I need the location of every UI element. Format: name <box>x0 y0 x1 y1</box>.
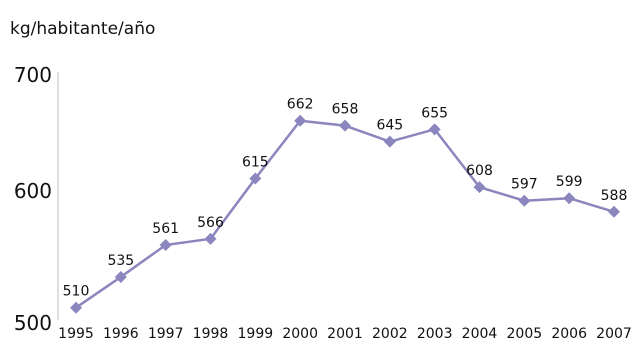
x-tick-label-2002: 2002 <box>372 326 408 342</box>
data-label-2002: 645 <box>376 118 403 134</box>
data-point-2002 <box>383 135 396 148</box>
x-tick-label-1999: 1999 <box>238 326 274 342</box>
y-tick-label-700: 700 <box>14 63 52 87</box>
data-point-2000 <box>294 114 307 127</box>
x-tick-label-1998: 1998 <box>193 326 229 342</box>
data-point-2005 <box>518 194 531 207</box>
x-tick-label-1996: 1996 <box>103 326 139 342</box>
y-axis-unit-label: kg/habitante/año <box>10 19 155 39</box>
x-ticks-group: 1995 1996 1997 1998 1999 2000 2001 2002 2003 2004… <box>58 326 632 342</box>
x-tick-label-2006: 2006 <box>551 326 587 342</box>
data-point-2006 <box>563 192 576 205</box>
x-tick-label-2007: 2007 <box>596 326 632 342</box>
data-label-1996: 535 <box>107 253 134 269</box>
data-label-2000: 662 <box>287 97 314 113</box>
data-label-1997: 561 <box>152 221 179 237</box>
x-tick-label-2000: 2000 <box>282 326 318 342</box>
data-label-2005: 597 <box>511 177 538 193</box>
data-point-1997 <box>159 238 172 251</box>
data-point-2007 <box>608 205 620 218</box>
data-point-1995 <box>70 301 82 314</box>
data-point-2003 <box>428 123 441 136</box>
data-point-2004 <box>473 181 486 194</box>
x-tick-label-2003: 2003 <box>417 326 453 342</box>
data-label-2007: 588 <box>601 188 628 204</box>
data-label-1999: 615 <box>242 155 269 171</box>
series-line <box>75 119 615 309</box>
x-tick-label-2001: 2001 <box>327 326 363 342</box>
data-point-1998 <box>204 232 217 245</box>
data-label-2004: 608 <box>466 163 493 179</box>
data-label-2001: 658 <box>332 102 359 118</box>
x-tick-label-2004: 2004 <box>462 326 498 342</box>
data-labels-group: 510 535 561 566 615 662 658 645 655 608 597 599 588 <box>63 97 628 300</box>
data-label-2006: 599 <box>556 174 583 190</box>
data-point-1996 <box>114 270 127 283</box>
data-point-1999 <box>249 172 262 185</box>
data-label-2003: 655 <box>421 105 448 121</box>
x-tick-label-1997: 1997 <box>148 326 184 342</box>
series-group <box>70 114 620 314</box>
data-point-2001 <box>339 119 351 132</box>
data-label-1998: 566 <box>197 215 224 231</box>
y-tick-label-600: 600 <box>14 179 52 203</box>
data-label-1995: 510 <box>63 284 90 300</box>
x-tick-label-1995: 1995 <box>58 326 94 342</box>
x-tick-label-2005: 2005 <box>507 326 543 342</box>
y-tick-label-500: 500 <box>14 311 52 335</box>
